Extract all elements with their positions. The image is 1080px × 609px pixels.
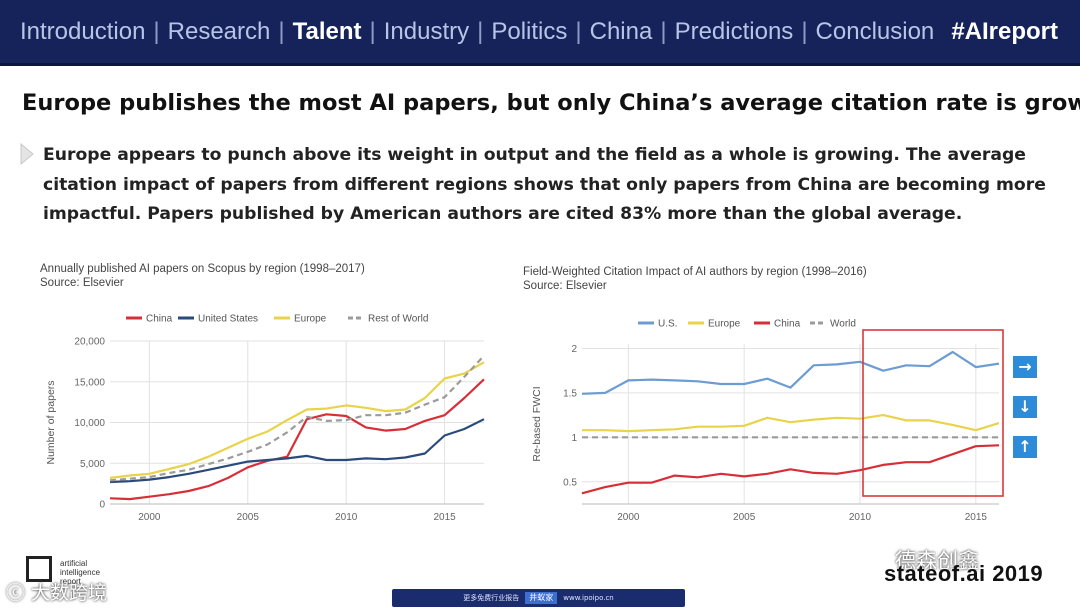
y-tick-label: 20,000	[74, 337, 105, 348]
arrow-up-icon: ↑	[1013, 436, 1037, 458]
y-axis-label: Number of papers	[45, 380, 57, 464]
section-nav: Introduction | Research | Talent | Industry | Po…	[20, 18, 934, 46]
legend-label: China	[774, 319, 801, 330]
nav-separator: |	[660, 17, 667, 45]
highlight-box	[862, 329, 1004, 497]
hashtag-label: #AIreport	[951, 17, 1058, 45]
nav-separator: |	[278, 17, 285, 45]
nav-separator: |	[801, 17, 808, 45]
slide-headline: Europe publishes the most AI papers, but…	[22, 90, 1080, 116]
nav-item-industry[interactable]: Industry	[383, 17, 470, 45]
nav-separator: |	[153, 17, 160, 45]
banner-left-text: 更多免费行业报告	[463, 594, 520, 602]
legend-label: United States	[198, 314, 258, 325]
y-tick-label: 2	[571, 344, 577, 355]
x-tick-label: 2005	[733, 512, 756, 523]
nav-bar: Introduction | Research | Talent | Industry | Po…	[0, 0, 1080, 66]
arrow-down-icon: ↓	[1013, 396, 1037, 418]
x-tick-label: 2000	[617, 512, 640, 523]
chart-2-source: Source: Elsevier	[523, 280, 607, 292]
nav-item-politics[interactable]: Politics	[491, 17, 568, 45]
series-line-u-s-	[581, 350, 1000, 395]
series-line-united-states	[109, 418, 485, 484]
x-tick-label: 2010	[335, 512, 358, 523]
series-line-china	[581, 444, 1000, 495]
x-tick-label: 2010	[849, 512, 872, 523]
chart-1-source: Source: Elsevier	[40, 277, 124, 289]
logo-line-3: report	[60, 577, 81, 586]
nav-item-predictions[interactable]: Predictions	[674, 17, 794, 45]
legend-label: Europe	[708, 319, 741, 330]
series-line-china	[109, 378, 485, 501]
legend-label: China	[146, 314, 173, 325]
slide-body-text: Europe appears to punch above its weight…	[43, 145, 1046, 224]
x-tick-label: 2005	[237, 512, 260, 523]
nav-item-talent[interactable]: Talent	[292, 17, 362, 45]
nav-item-introduction[interactable]: Introduction	[20, 17, 146, 45]
banner-mid-text: 井蚁家	[525, 592, 558, 604]
legend-label: U.S.	[658, 319, 677, 330]
series-line-rest-of-world	[109, 354, 485, 482]
air-logo-text: artificial intelligence report	[60, 559, 100, 586]
site-label: stateof.ai 2019	[884, 561, 1044, 586]
watermark-right: 德森创鑫	[895, 549, 979, 573]
nav-separator: |	[369, 17, 376, 45]
x-tick-label: 2015	[965, 512, 988, 523]
y-tick-label: 1	[571, 433, 577, 444]
y-tick-label: 1.5	[563, 388, 577, 399]
chart-1-title-block: Annually published AI papers on Scopus b…	[40, 262, 365, 290]
y-tick-label: 0	[99, 500, 105, 511]
fwci-chart: 0.5 1 1.5 2 2000 2005 2010 2015 Re-based FWCI U.S…	[531, 319, 1004, 523]
nav-item-china[interactable]: China	[589, 17, 653, 45]
chart-1-title: Annually published AI papers on Scopus b…	[40, 263, 365, 275]
watermark-left: ⓒ 大数跨境	[6, 582, 108, 604]
nav-item-conclusion[interactable]: Conclusion	[815, 17, 935, 45]
nav-item-research[interactable]: Research	[167, 17, 271, 45]
x-tick-label: 2000	[138, 512, 161, 523]
x-tick-label: 2015	[434, 512, 457, 523]
y-tick-label: 15,000	[74, 377, 105, 388]
nav-separator: |	[575, 17, 582, 45]
y-tick-label: 0.5	[563, 477, 577, 488]
legend-label: Rest of World	[368, 314, 428, 325]
nav-separator: |	[477, 17, 484, 45]
y-axis-label: Re-based FWCI	[531, 386, 543, 461]
legend-label: World	[830, 319, 856, 330]
series-line-europe	[582, 413, 1000, 433]
y-tick-label: 10,000	[74, 418, 105, 429]
arrow-right-icon: →	[1013, 356, 1037, 378]
logo-line-1: artificial	[60, 559, 88, 568]
chart-2-title-block: Field-Weighted Citation Impact of AI aut…	[523, 265, 867, 293]
chart-2-title: Field-Weighted Citation Impact of AI aut…	[523, 266, 867, 278]
bullet-triangle-icon	[20, 143, 34, 165]
air-logo-icon	[26, 556, 52, 582]
series-line-europe	[109, 361, 485, 479]
legend-label: Europe	[294, 314, 327, 325]
footer-banner[interactable]: 更多免费行业报告 井蚁家 www.ipoipo.cn	[392, 589, 685, 607]
logo-line-2: intelligence	[60, 568, 101, 577]
y-tick-label: 5,000	[80, 459, 105, 470]
banner-url[interactable]: www.ipoipo.cn	[563, 594, 614, 602]
trend-arrows: → ↓ ↑	[1013, 356, 1037, 476]
papers-chart: 0 5,000 10,000 15,000 20,000 2000 2005 2010 2015…	[45, 314, 485, 523]
